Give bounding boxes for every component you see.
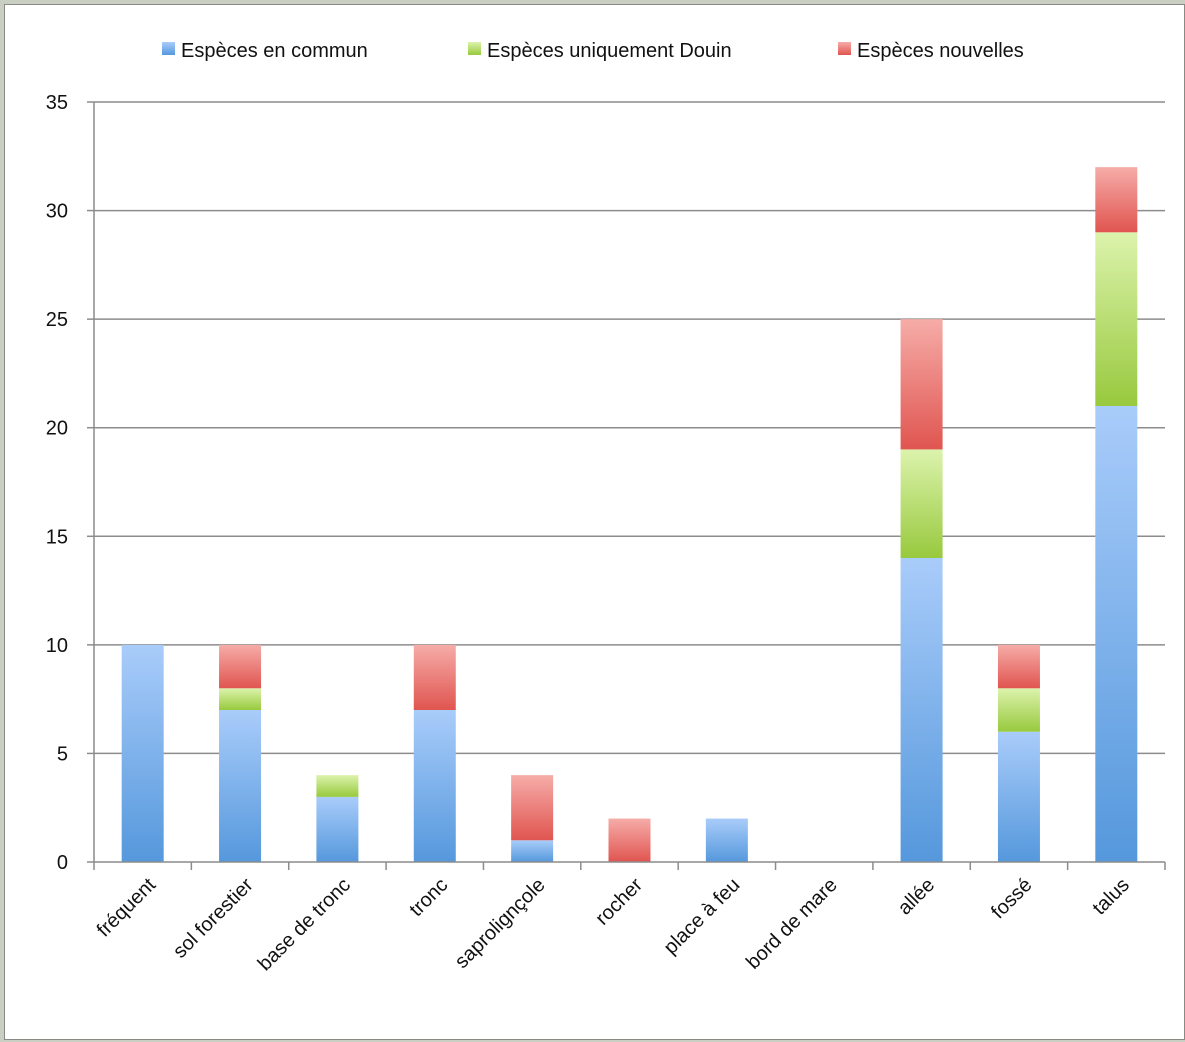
axes bbox=[93, 102, 1166, 870]
x-tick-label: fréquent bbox=[93, 874, 161, 942]
y-tick-label: 30 bbox=[46, 201, 68, 223]
bar-nouvelles bbox=[511, 775, 554, 841]
bar-commun bbox=[900, 558, 943, 862]
bar-uniquement-douin bbox=[316, 775, 359, 797]
x-tick-label: allée bbox=[894, 874, 939, 919]
legend-label: Espèces nouvelles bbox=[857, 40, 1024, 62]
bar-commun bbox=[121, 644, 164, 862]
x-tick-label: sol forestier bbox=[169, 874, 258, 963]
x-tick-label: saprolignçole bbox=[451, 874, 550, 973]
bar-commun bbox=[413, 710, 456, 862]
legend-swatch bbox=[468, 42, 481, 55]
x-tick-label: rocher bbox=[591, 874, 647, 930]
bar-nouvelles bbox=[900, 319, 943, 450]
x-tick-label: fossé bbox=[987, 874, 1036, 923]
legend-label: Espèces uniquement Douin bbox=[487, 40, 732, 62]
x-tick-label: tronc bbox=[405, 874, 452, 921]
legend: Espèces en commun Espèces uniquement Doui… bbox=[162, 40, 1024, 62]
y-tick-label: 0 bbox=[57, 852, 68, 874]
bar-nouvelles bbox=[1095, 167, 1138, 233]
x-tick-label: bord de mare bbox=[742, 874, 842, 974]
bar-uniquement-douin bbox=[900, 449, 943, 558]
bar-nouvelles bbox=[219, 644, 262, 689]
bar-commun bbox=[705, 818, 748, 862]
bar-nouvelles bbox=[413, 644, 456, 710]
y-tick-label: 10 bbox=[46, 635, 68, 657]
bars bbox=[121, 167, 1138, 862]
bar-commun bbox=[316, 796, 359, 862]
legend-swatch bbox=[162, 42, 175, 55]
bar-uniquement-douin bbox=[1095, 232, 1138, 406]
legend-swatch bbox=[838, 42, 851, 55]
y-tick-label: 20 bbox=[46, 418, 68, 440]
y-tick-labels: 0 5 10 15 20 25 30 35 bbox=[46, 92, 68, 874]
y-tick-label: 15 bbox=[46, 526, 68, 548]
x-tick-label: place à feu bbox=[660, 874, 745, 959]
grid-lines bbox=[87, 101, 1165, 863]
bar-uniquement-douin bbox=[997, 688, 1040, 732]
y-tick-label: 5 bbox=[57, 743, 68, 765]
chart-frame bbox=[4, 4, 1185, 1040]
bar-commun bbox=[219, 710, 262, 862]
bar-commun bbox=[1095, 406, 1138, 862]
y-tick-label: 35 bbox=[46, 92, 68, 114]
bar-nouvelles bbox=[608, 818, 651, 862]
bar-commun bbox=[997, 731, 1040, 862]
legend-label: Espèces en commun bbox=[181, 40, 368, 62]
y-tick-label: 25 bbox=[46, 309, 68, 331]
x-tick-label: base de tronc bbox=[254, 874, 355, 975]
x-tick-label: talus bbox=[1088, 874, 1133, 919]
bar-uniquement-douin bbox=[219, 688, 262, 710]
bar-commun bbox=[511, 840, 554, 862]
bar-nouvelles bbox=[997, 644, 1040, 689]
